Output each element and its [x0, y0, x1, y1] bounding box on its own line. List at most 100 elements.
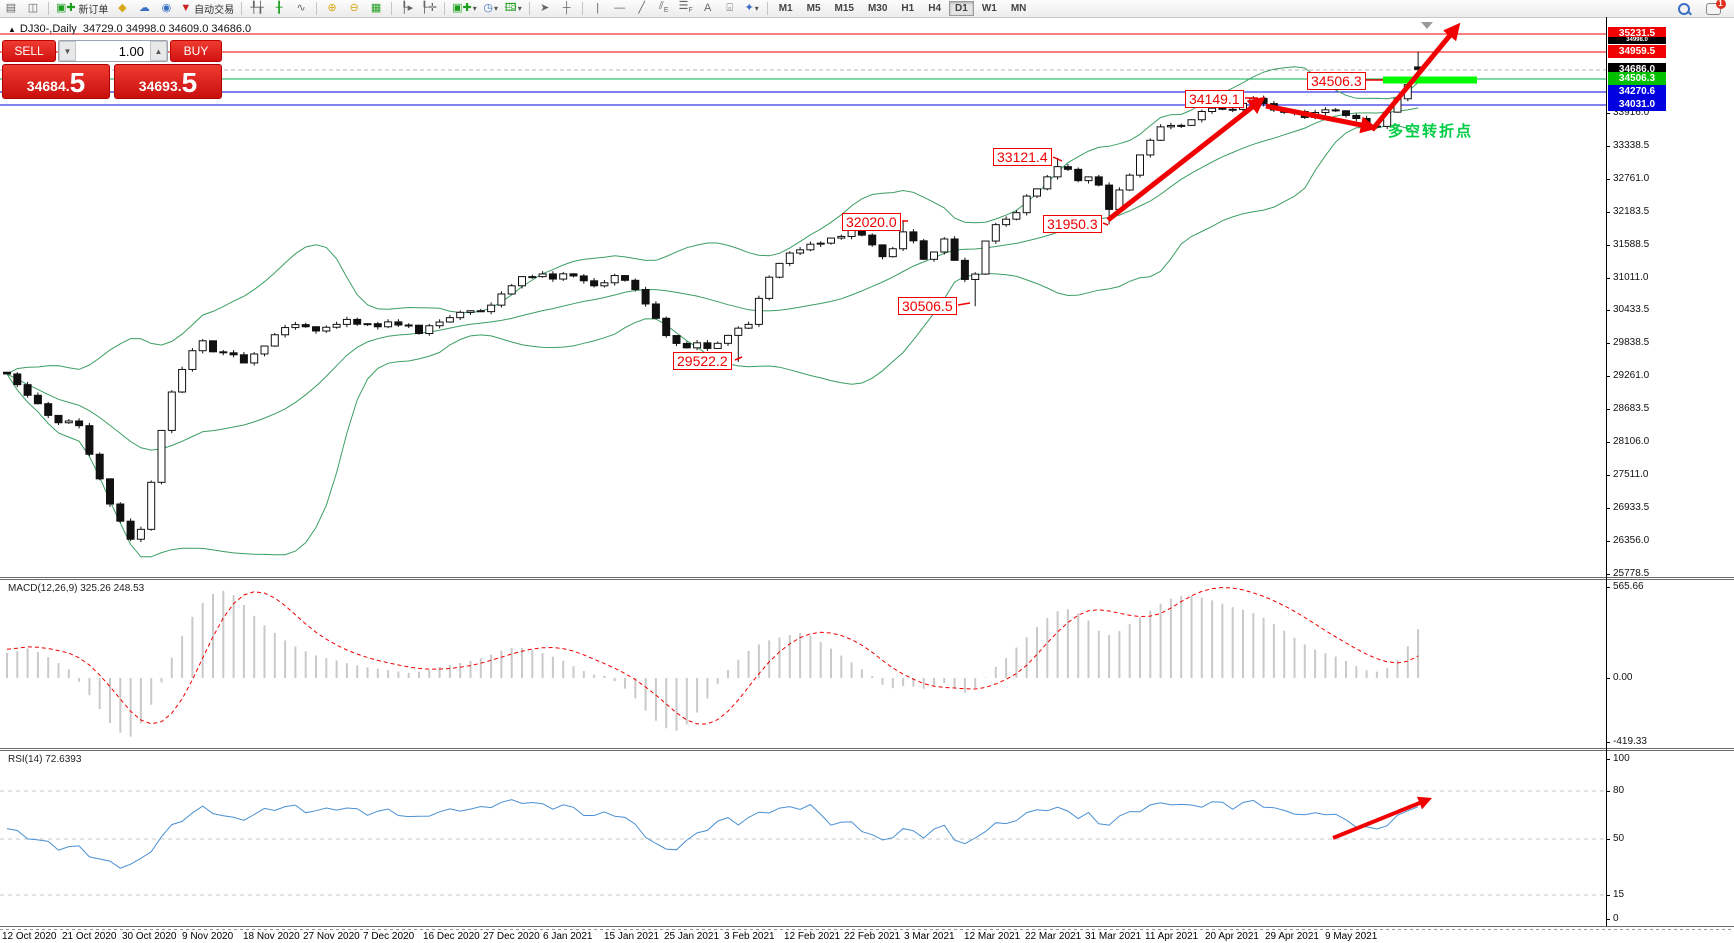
- text-tool-button[interactable]: A: [698, 1, 718, 16]
- zoom-out-button[interactable]: ⊖: [344, 1, 364, 16]
- indicators-caret-icon: ▾: [472, 4, 477, 13]
- date-label: 22 Mar 2021: [1025, 931, 1082, 942]
- pane-separator[interactable]: [0, 577, 1734, 578]
- date-label: 6 Jan 2021: [543, 931, 593, 942]
- axis-tick-mark: [1606, 343, 1610, 344]
- history-center-icon: ◆: [118, 2, 127, 14]
- timeframe-m1[interactable]: M1: [778, 3, 793, 14]
- buy-button[interactable]: BUY: [170, 40, 222, 62]
- charts-list-button[interactable]: ▤: [1, 1, 21, 16]
- search-button[interactable]: [1674, 1, 1694, 16]
- price-annotation-label[interactable]: 30506.5: [898, 297, 957, 315]
- note-text[interactable]: 多空转折点: [1388, 123, 1474, 140]
- new-order-icon: ▣✚: [56, 2, 76, 14]
- chart-shift-button[interactable]: ┞✛: [419, 1, 439, 16]
- data-window-button[interactable]: ◫: [23, 1, 43, 16]
- sell-price-whole: 34684: [26, 78, 66, 94]
- crosshair-tool-button[interactable]: ┼: [557, 1, 577, 16]
- vline-tool-button[interactable]: |: [588, 1, 608, 16]
- collapse-arrow-icon[interactable]: ▲: [8, 25, 16, 34]
- periods-button[interactable]: ◷ ▾: [481, 1, 501, 16]
- shapes-icon: ✦: [744, 2, 754, 14]
- channel-tool-button[interactable]: ⫽E: [654, 0, 674, 16]
- candle-chart-button[interactable]: ╂: [269, 1, 289, 16]
- price-tag: 34506.3: [1608, 72, 1666, 85]
- axis-tick-label: -419.33: [1613, 736, 1647, 747]
- axis-tick-mark: [1606, 475, 1610, 476]
- zoom-in-button[interactable]: ⊕: [322, 1, 342, 16]
- notifications-button[interactable]: 1: [1703, 0, 1726, 16]
- sell-button[interactable]: SELL: [2, 40, 56, 62]
- axis-tick-mark: [1606, 245, 1610, 246]
- templates-button[interactable]: 🖽 ▾: [503, 1, 524, 16]
- autotrade-button[interactable]: ▼ 自动交易: [178, 1, 236, 17]
- price-annotation-label[interactable]: 32020.0: [842, 213, 901, 231]
- price-tag: 34031.0: [1608, 98, 1666, 111]
- data-window-icon: ◫: [27, 2, 39, 14]
- timeframe-m15[interactable]: M15: [834, 3, 854, 14]
- axis-tick-label: 32761.0: [1613, 173, 1650, 184]
- price-annotation-label[interactable]: 31950.3: [1043, 215, 1102, 233]
- hline-tool-button[interactable]: —: [610, 1, 630, 16]
- chart-title: ▲ DJ30-,Daily 34729.0 34998.0 34609.0 346…: [8, 23, 251, 35]
- trendline-tool-button[interactable]: ╱: [632, 1, 652, 16]
- bar-chart-button[interactable]: ╀╁: [247, 1, 267, 16]
- pane-separator[interactable]: [0, 748, 1734, 749]
- chat-bubble-icon: 1: [1705, 0, 1726, 15]
- price-annotation-label[interactable]: 29522.2: [673, 352, 732, 370]
- timeframe-h1[interactable]: H1: [901, 3, 915, 14]
- indicators-icon: ▣✚: [452, 2, 472, 14]
- volume-value[interactable]: 1.00: [118, 43, 144, 59]
- date-label: 31 Mar 2021: [1085, 931, 1142, 942]
- bar-chart-icon: ╀╁: [250, 2, 264, 14]
- rsi-pane-canvas[interactable]: [0, 751, 1606, 926]
- signals-button[interactable]: ◉: [156, 1, 176, 16]
- clock-icon: ◷: [483, 2, 494, 14]
- templates-icon: 🖽: [504, 2, 517, 14]
- timeframe-w1[interactable]: W1: [981, 3, 997, 14]
- buy-price-display[interactable]: 34693. 5: [114, 64, 222, 99]
- fibonacci-icon: ☰F: [678, 0, 693, 15]
- label-tool-button[interactable]: ⌻: [720, 1, 740, 16]
- price-annotation-label[interactable]: 34149.1: [1185, 90, 1244, 108]
- volume-increase-button[interactable]: ▲: [150, 41, 167, 61]
- fibonacci-tool-button[interactable]: ☰F: [676, 0, 696, 16]
- indicators-button[interactable]: ▣✚ ▾: [450, 1, 479, 16]
- vline-icon: |: [596, 2, 600, 14]
- publisher-button[interactable]: ☁: [134, 1, 154, 16]
- price-annotation-label[interactable]: 34506.3: [1307, 72, 1366, 90]
- axis-tick-mark: [1606, 508, 1610, 509]
- axis-tick-label: 50: [1613, 833, 1625, 844]
- macd-pane-canvas[interactable]: [0, 580, 1606, 748]
- axis-tick-label: 33338.5: [1613, 140, 1650, 151]
- sell-price-display[interactable]: 34684. 5: [2, 64, 110, 99]
- price-chart-canvas[interactable]: [0, 17, 1606, 577]
- timeframe-h4[interactable]: H4: [928, 3, 942, 14]
- price-annotation-label[interactable]: 33121.4: [993, 148, 1052, 166]
- channel-icon: ⫽E: [658, 0, 669, 15]
- new-order-button[interactable]: ▣✚ 新订单: [54, 1, 110, 17]
- timeframe-mn[interactable]: MN: [1010, 3, 1027, 14]
- price-tag: 34998.0: [1608, 37, 1666, 44]
- label-icon: ⌻: [726, 2, 733, 14]
- tile-windows-button[interactable]: ▦: [366, 1, 386, 16]
- timeframe-m30[interactable]: M30: [867, 3, 888, 14]
- history-center-button[interactable]: ◆: [112, 1, 132, 16]
- axis-tick-mark: [1606, 587, 1610, 588]
- axis-tick-mark: [1606, 919, 1610, 920]
- auto-scroll-button[interactable]: ┞▸: [397, 1, 417, 16]
- axis-tick-label: 26356.0: [1613, 535, 1650, 546]
- axis-tick-label: 30433.5: [1613, 304, 1650, 315]
- pane-separator[interactable]: [0, 750, 1734, 751]
- date-label: 12 Oct 2020: [2, 931, 57, 942]
- shapes-tool-button[interactable]: ✦ ▾: [742, 1, 762, 16]
- volume-decrease-button[interactable]: ▼: [59, 41, 76, 61]
- axis-tick-mark: [1606, 759, 1610, 760]
- cursor-tool-button[interactable]: ➤: [535, 1, 555, 16]
- line-chart-button[interactable]: ∿: [291, 1, 311, 16]
- shapes-caret-icon: ▾: [754, 4, 759, 13]
- pane-separator[interactable]: [0, 579, 1734, 580]
- timeframe-m5[interactable]: M5: [806, 3, 821, 14]
- timeframe-d1[interactable]: D1: [949, 1, 974, 16]
- buy-price-frac: 5: [181, 67, 198, 98]
